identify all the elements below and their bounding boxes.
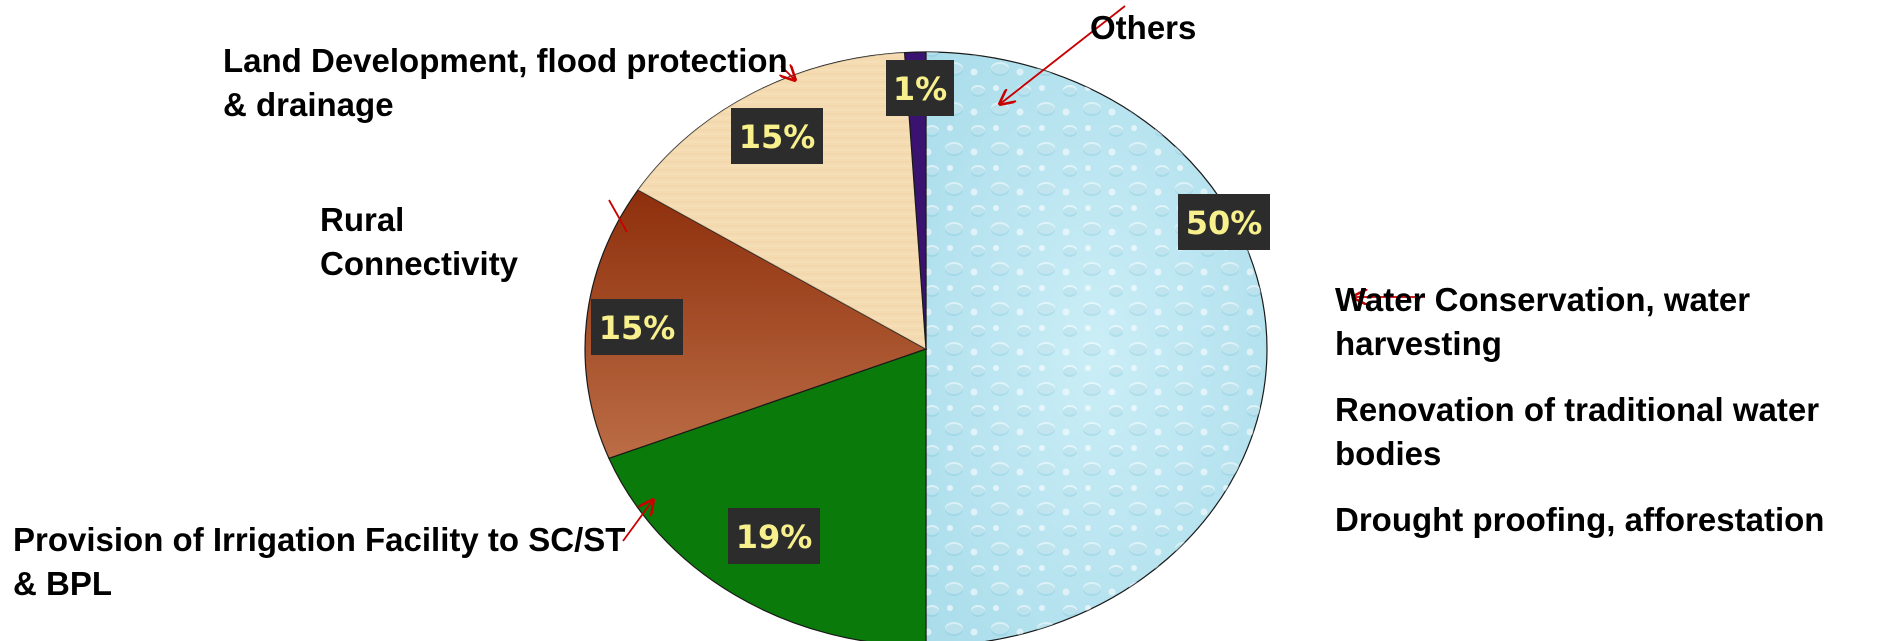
label-irrigation: Provision of Irrigation Facility to SC/S… bbox=[13, 518, 625, 606]
pie-slice-land-texture bbox=[638, 52, 926, 350]
arrow-others bbox=[1000, 5, 1126, 104]
label-water-line-4: bodies bbox=[1335, 435, 1442, 472]
label-land-development-line-2: & drainage bbox=[223, 86, 394, 123]
pct-label-others: 1% bbox=[886, 60, 954, 116]
label-rural-connectivity-line-1: Rural bbox=[320, 201, 405, 238]
pie-slice-irrigation bbox=[608, 348, 927, 641]
label-water-conservation: Water Conservation, water harvesting Ren… bbox=[1335, 278, 1824, 542]
arrow-land bbox=[781, 66, 795, 80]
arrow-irrigation bbox=[622, 500, 653, 542]
percentage-labels: 50% 19% 15% 15% 1% bbox=[591, 60, 1270, 564]
pct-label-irrigation: 19% bbox=[728, 508, 820, 564]
label-others-line-1: Others bbox=[1090, 9, 1197, 46]
pct-label-water-text: 50% bbox=[1186, 204, 1263, 242]
pct-label-water-bg bbox=[1178, 194, 1270, 250]
label-rural-connectivity: Rural Connectivity bbox=[320, 198, 518, 286]
pct-label-rural-bg bbox=[591, 299, 683, 355]
pie-slice-irrigation-fill bbox=[608, 348, 927, 641]
pct-label-others-text: 1% bbox=[893, 70, 947, 108]
pie-slices bbox=[584, 51, 1268, 641]
pct-label-rural: 15% bbox=[591, 299, 683, 355]
pie-slice-rural bbox=[584, 189, 928, 460]
label-others: Others bbox=[1090, 6, 1196, 50]
pct-label-irrigation-text: 19% bbox=[736, 518, 813, 556]
pct-label-land: 15% bbox=[731, 108, 823, 164]
pct-label-others-bg bbox=[886, 60, 954, 116]
leader-arrows bbox=[608, 5, 1425, 542]
pie-slice-others-fill bbox=[903, 51, 927, 350]
label-water-line-2: harvesting bbox=[1335, 325, 1502, 362]
label-water-line-3: Renovation of traditional water bbox=[1335, 391, 1820, 428]
pct-label-land-bg bbox=[731, 108, 823, 164]
pie-slice-water-texture bbox=[926, 52, 1267, 641]
pct-label-land-text: 15% bbox=[739, 118, 816, 156]
label-rural-connectivity-line-2: Connectivity bbox=[320, 245, 519, 282]
pct-label-water: 50% bbox=[1178, 194, 1270, 250]
label-irrigation-line-1: Provision of Irrigation Facility to SC/S… bbox=[13, 521, 626, 558]
pie-slice-water bbox=[925, 51, 1268, 641]
arrow-rural bbox=[608, 199, 628, 233]
label-irrigation-line-2: & BPL bbox=[13, 565, 112, 602]
label-water-line-5: Drought proofing, afforestation bbox=[1335, 501, 1825, 538]
pie-slice-land bbox=[637, 51, 927, 351]
pct-label-rural-text: 15% bbox=[599, 309, 676, 347]
label-land-development: Land Development, flood protection & dra… bbox=[223, 39, 788, 127]
label-land-development-line-1: Land Development, flood protection bbox=[223, 42, 788, 79]
pie-slice-others bbox=[903, 51, 927, 350]
pct-label-irrigation-bg bbox=[728, 508, 820, 564]
pie-slice-rural-fill bbox=[584, 189, 928, 460]
label-water-line-1: Water Conservation, water bbox=[1335, 281, 1751, 318]
